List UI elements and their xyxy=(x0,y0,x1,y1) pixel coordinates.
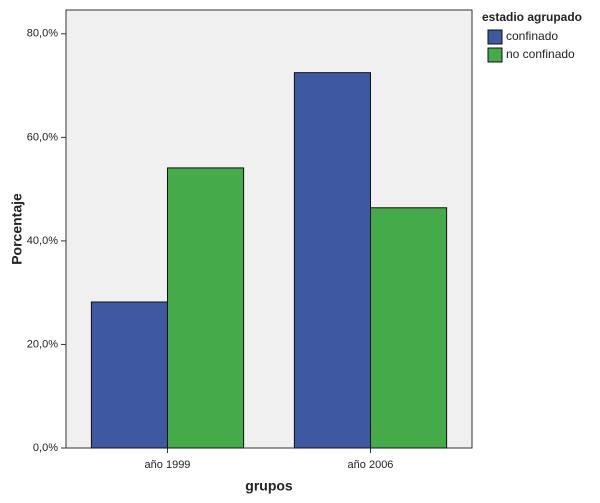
bar xyxy=(370,207,448,449)
x-axis-title: grupos xyxy=(245,478,293,494)
legend-swatch xyxy=(487,47,503,63)
y-tick-label: 80,0% xyxy=(27,28,58,40)
legend-label: no confinado xyxy=(506,47,575,61)
bar xyxy=(293,72,371,449)
y-tick-label: 40,0% xyxy=(27,235,58,247)
legend-title: estadio agrupado xyxy=(482,10,582,24)
bar xyxy=(90,301,168,449)
y-tick-label: 60,0% xyxy=(27,131,58,143)
x-tick-label: año 1999 xyxy=(145,459,191,471)
y-axis-title: Porcentaje xyxy=(9,193,25,265)
x-tick-label: año 2006 xyxy=(348,459,394,471)
legend-label: confinado xyxy=(506,29,558,43)
bar xyxy=(167,167,245,449)
y-tick-label: 0,0% xyxy=(33,442,58,454)
legend-swatch xyxy=(487,29,503,45)
y-tick-label: 20,0% xyxy=(27,338,58,350)
